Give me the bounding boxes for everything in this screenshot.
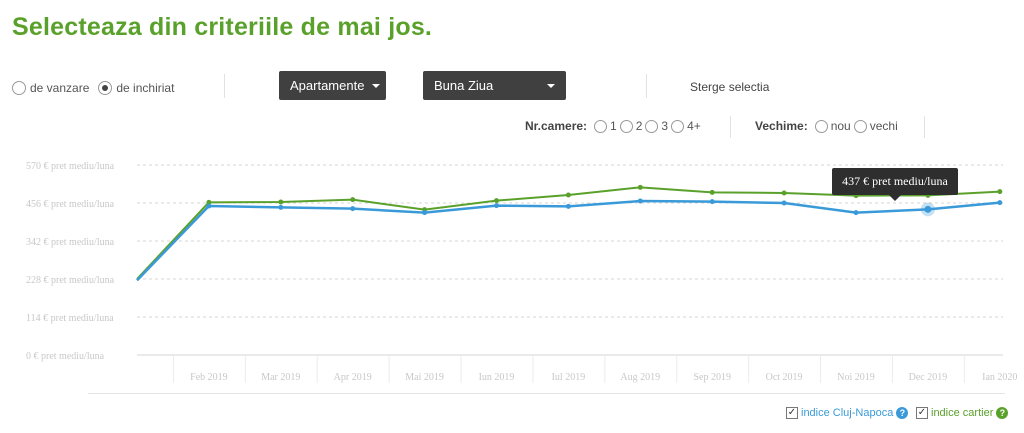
radio-de-vanzare[interactable]	[12, 81, 26, 95]
series-line-cartier	[136, 186, 1000, 280]
chart-bottom-divider	[88, 393, 1005, 394]
separator	[224, 74, 225, 98]
x-tick-label: Feb 2019	[190, 372, 228, 383]
caret-down-icon	[547, 83, 555, 88]
data-point[interactable]	[997, 189, 1003, 195]
data-point[interactable]	[494, 198, 499, 204]
legend-checkbox-cartier[interactable]: ✓	[916, 407, 928, 419]
rooms-option-3[interactable]: 3	[661, 119, 669, 133]
x-tick-label: Ian 2020	[982, 372, 1017, 383]
data-point[interactable]	[853, 210, 859, 216]
rooms-radio-2[interactable]	[619, 119, 633, 133]
rooms-filter: Nr.camere: 1 2 3 4+	[525, 119, 704, 133]
data-point[interactable]	[350, 206, 356, 212]
clear-selection-link[interactable]: Sterge selectia	[690, 80, 770, 94]
listing-type-radio-group: de vanzare de inchiriat	[12, 81, 183, 95]
rooms-radio-4plus[interactable]	[671, 119, 685, 133]
chart-points	[206, 184, 1003, 217]
y-tick-label: 342 € pret mediu/luna	[26, 237, 115, 248]
data-point[interactable]	[781, 190, 787, 196]
age-filter: Vechime: nou vechi	[755, 119, 901, 133]
y-axis-labels: 0 € pret mediu/luna 114 € pret mediu/luna…	[26, 161, 115, 362]
data-point[interactable]	[206, 199, 212, 205]
neighborhood-value: Buna Ziua	[434, 78, 494, 93]
property-type-dropdown[interactable]: Apartamente	[279, 71, 386, 100]
x-tick-label: Iun 2019	[479, 372, 515, 383]
y-tick-label: 570 € pret mediu/luna	[26, 161, 115, 172]
price-index-chart: 0 € pret mediu/luna 114 € pret mediu/luna…	[26, 161, 1017, 383]
data-point[interactable]	[350, 197, 356, 203]
data-point[interactable]	[206, 203, 212, 209]
legend-checkbox-cluj-napoca[interactable]: ✓	[786, 407, 798, 419]
x-tick-label: Noi 2019	[837, 372, 875, 383]
radio-de-inchiriat[interactable]	[98, 81, 113, 95]
x-tick-label: Dec 2019	[909, 372, 948, 383]
x-tick-label: Oct 2019	[766, 372, 803, 383]
y-tick-label: 0 € pret mediu/luna	[26, 351, 105, 362]
chart-grid	[137, 164, 1003, 383]
y-tick-label: 228 € pret mediu/luna	[26, 275, 115, 286]
rooms-radio-3[interactable]	[645, 119, 659, 133]
data-point[interactable]	[565, 192, 571, 198]
x-tick-label: Sep 2019	[693, 372, 731, 383]
data-point[interactable]	[709, 189, 715, 195]
age-radio-vechi[interactable]	[853, 119, 867, 133]
property-type-value: Apartamente	[290, 78, 365, 93]
x-tick-label: Mai 2019	[405, 372, 444, 383]
data-point[interactable]	[494, 203, 499, 209]
data-point[interactable]	[422, 210, 428, 216]
legend-label-cartier[interactable]: indice cartier	[931, 407, 994, 419]
data-point[interactable]	[565, 203, 571, 209]
x-axis-labels: Feb 2019 Mar 2019 Apr 2019 Mai 2019 Iun 2019…	[190, 372, 1017, 383]
y-tick-label: 456 € pret mediu/luna	[26, 199, 115, 210]
data-point[interactable]	[278, 204, 284, 210]
radio-label-de-vanzare[interactable]: de vanzare	[30, 81, 90, 95]
age-radio-nou[interactable]	[814, 119, 828, 133]
rooms-option-4plus[interactable]: 4+	[687, 119, 701, 133]
data-point[interactable]	[637, 198, 643, 204]
help-icon[interactable]: ?	[896, 407, 909, 419]
legend-cartier[interactable]: ✓ indice cartier ?	[916, 407, 1009, 419]
legend-cluj-napoca[interactable]: ✓ indice Cluj-Napoca ?	[786, 407, 909, 419]
legend-label-cluj-napoca[interactable]: indice Cluj-Napoca	[801, 407, 894, 419]
data-point[interactable]	[781, 200, 787, 206]
age-filter-title: Vechime:	[755, 119, 808, 133]
neighborhood-dropdown[interactable]: Buna Ziua	[423, 71, 566, 100]
separator	[730, 116, 731, 138]
caret-down-icon	[372, 83, 381, 88]
x-tick-label: Apr 2019	[334, 372, 372, 383]
y-tick-label: 114 € pret mediu/luna	[26, 313, 114, 324]
data-point[interactable]	[637, 184, 643, 190]
rooms-radio-1[interactable]	[594, 119, 608, 133]
data-point[interactable]	[278, 199, 284, 205]
chart-series	[136, 186, 1000, 282]
data-point[interactable]	[709, 199, 715, 205]
radio-label-de-inchiriat[interactable]: de inchiriat	[116, 81, 175, 95]
x-tick-label: Iul 2019	[552, 372, 586, 383]
data-point[interactable]	[997, 200, 1003, 206]
rooms-filter-title: Nr.camere:	[525, 119, 588, 133]
chart-tooltip: 437 € pret mediu/luna	[832, 168, 958, 201]
age-option-nou[interactable]: nou	[830, 119, 851, 133]
page-title: Selecteaza din criteriile de mai jos.	[12, 13, 433, 41]
separator	[646, 74, 647, 98]
age-option-vechi[interactable]: vechi	[869, 119, 898, 133]
x-tick-label: Mar 2019	[261, 372, 300, 383]
highlighted-point[interactable]	[924, 205, 932, 213]
rooms-option-2[interactable]: 2	[635, 119, 643, 133]
rooms-option-1[interactable]: 1	[610, 119, 617, 133]
x-tick-label: Aug 2019	[620, 372, 660, 383]
help-icon[interactable]: ?	[996, 407, 1009, 419]
separator	[924, 116, 925, 138]
